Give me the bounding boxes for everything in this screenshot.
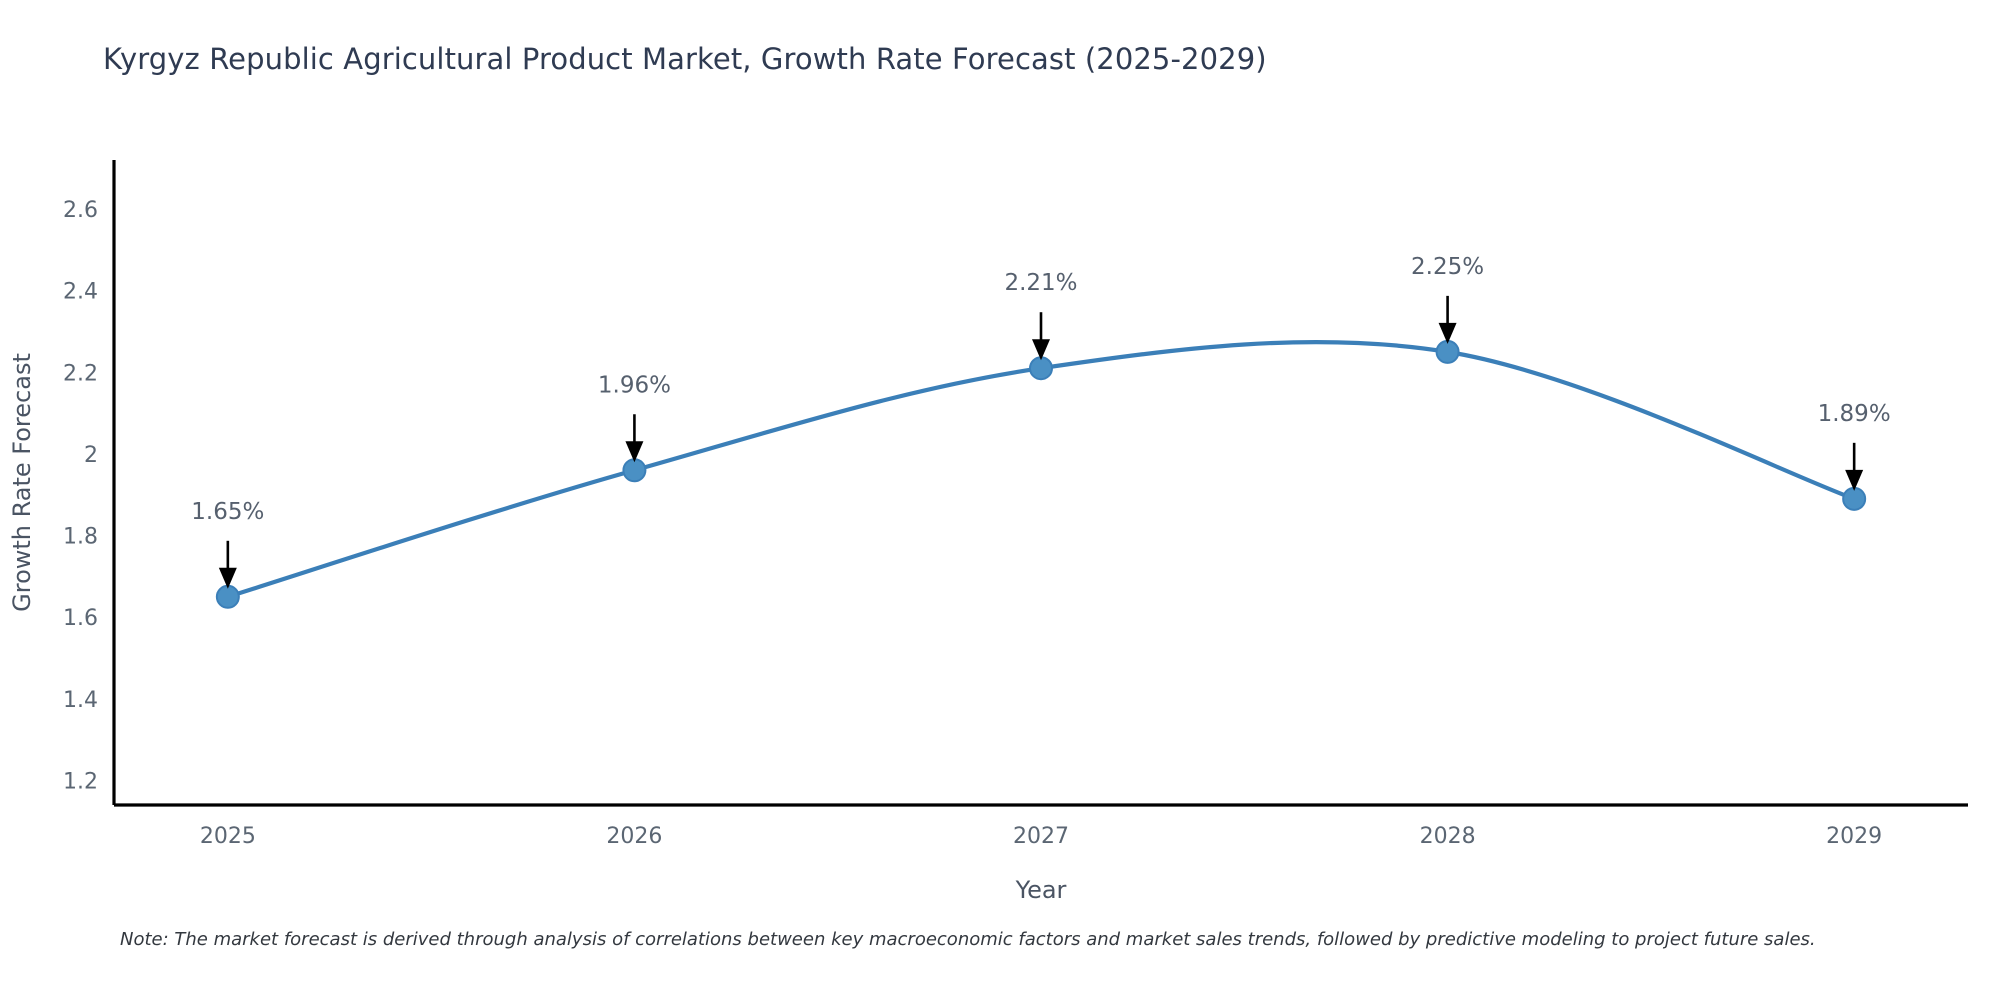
x-tick-label: 2029 xyxy=(1826,824,1882,849)
data-point-label: 1.96% xyxy=(598,372,671,398)
data-point-label: 2.25% xyxy=(1411,254,1484,280)
data-point-annotations: 1.65% 1.96% 2.21% 2.25% 1.89% xyxy=(191,254,1891,589)
data-point-label: 1.89% xyxy=(1818,401,1891,427)
y-axis-title: Growth Rate Forecast xyxy=(8,353,36,612)
data-point-marker[interactable] xyxy=(622,458,647,483)
x-tick-label: 2028 xyxy=(1420,824,1476,849)
y-tick-label: 1.8 xyxy=(63,525,98,550)
data-point-marker[interactable] xyxy=(215,584,240,609)
annotation-arrow-head xyxy=(1032,339,1050,361)
chart-title: Kyrgyz Republic Agricultural Product Mar… xyxy=(103,42,1267,76)
y-tick-label: 2.6 xyxy=(63,198,98,223)
y-tick-label: 1.6 xyxy=(63,606,98,631)
annotation-arrow-head xyxy=(1845,469,1864,491)
data-point-marker[interactable] xyxy=(1435,339,1460,364)
footnote-note: Note: The market forecast is derived thr… xyxy=(120,929,1816,950)
data-point-marker[interactable] xyxy=(1029,356,1053,381)
y-tick-label: 2 xyxy=(84,443,98,468)
forecast-line xyxy=(225,339,1857,599)
y-tick-label: 2.2 xyxy=(63,361,98,386)
annotation-arrow-head xyxy=(1438,322,1457,344)
x-axis-title: Year xyxy=(1015,876,1067,904)
data-point-markers xyxy=(215,339,1867,609)
y-tick-label: 1.2 xyxy=(63,770,98,795)
x-tick-label: 2027 xyxy=(1013,824,1069,849)
x-axis-tick-labels: 2025 2026 2027 2028 2029 xyxy=(200,824,1882,849)
annotation-arrow-head xyxy=(218,567,237,589)
x-tick-label: 2026 xyxy=(606,824,662,849)
y-tick-label: 1.4 xyxy=(63,688,98,713)
y-axis-tick-labels: 1.2 1.4 1.6 1.8 2 2.2 2.4 2.6 xyxy=(63,198,98,795)
data-point-label: 1.65% xyxy=(191,499,264,525)
annotation-arrow-head xyxy=(625,441,644,463)
data-point-marker[interactable] xyxy=(1842,486,1867,511)
data-point-label: 2.21% xyxy=(1004,270,1077,296)
y-tick-label: 2.4 xyxy=(63,280,98,305)
x-tick-label: 2025 xyxy=(200,824,256,849)
